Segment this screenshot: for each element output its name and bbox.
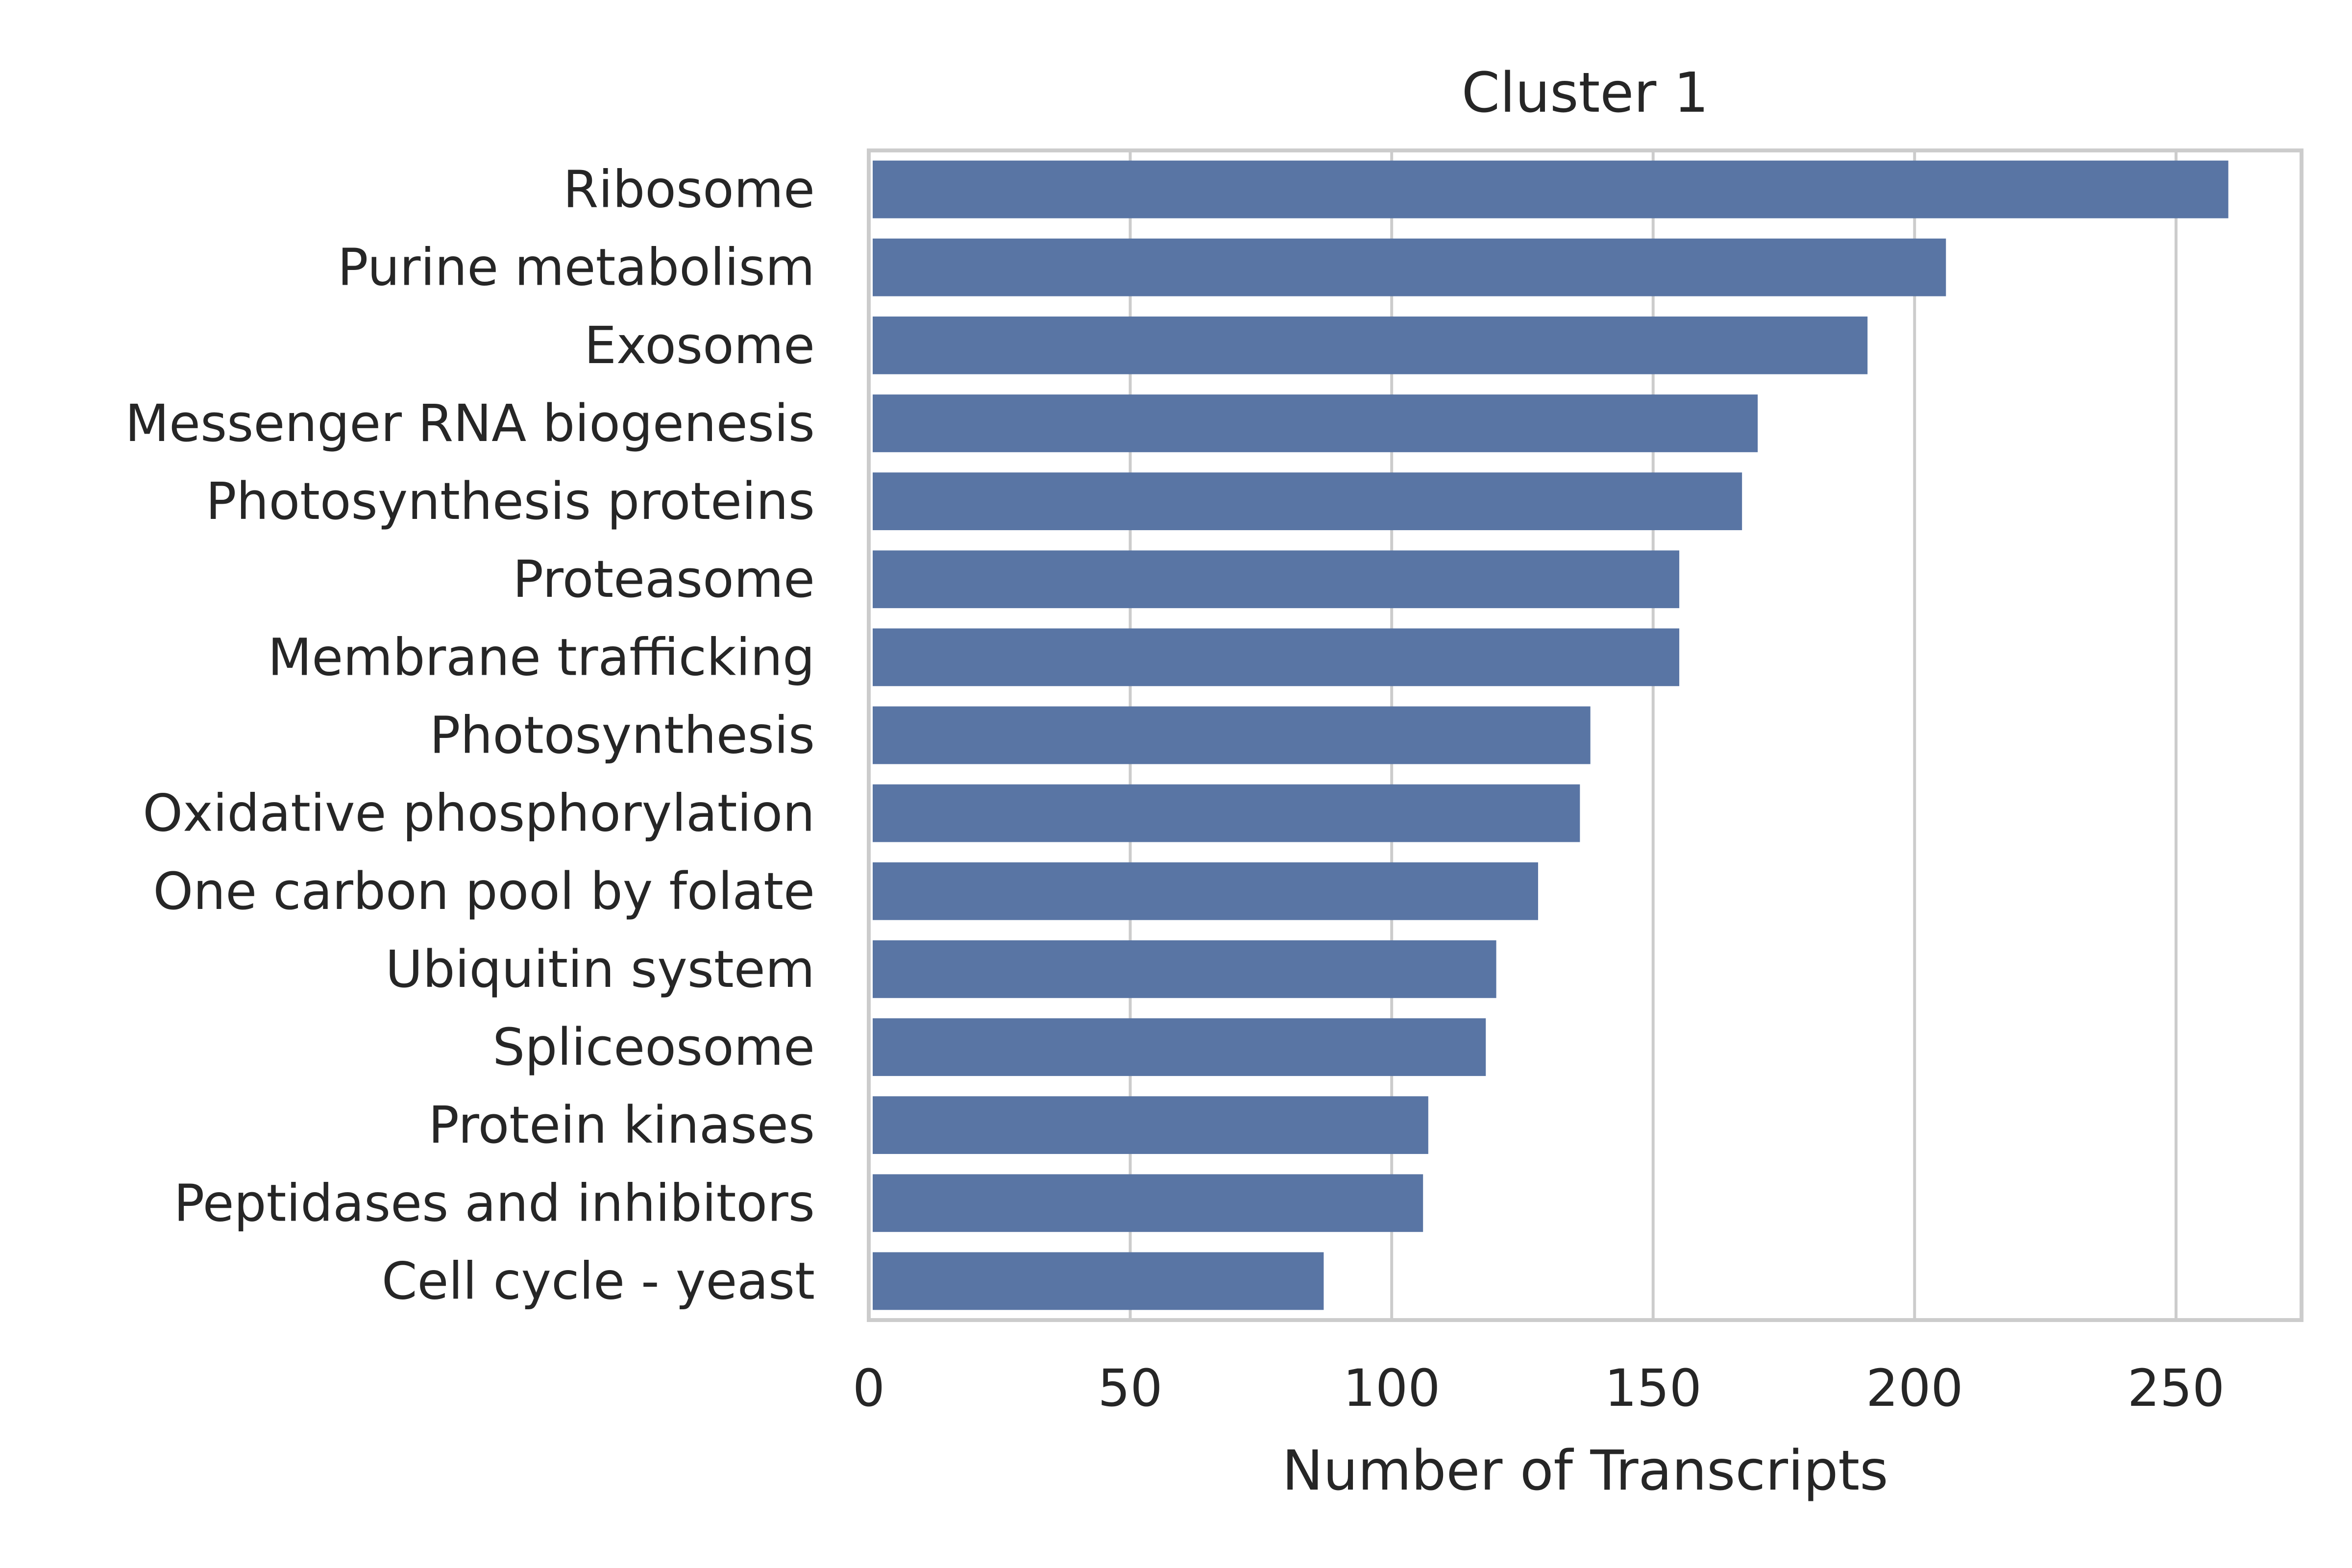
x-tick-label: 50 [1098,1358,1162,1418]
bar [873,1252,1324,1310]
bar [873,628,1680,686]
bar [873,238,1946,296]
category-label: Ubiquitin system [386,939,815,999]
x-tick-label: 0 [853,1358,885,1418]
bar [873,1018,1486,1076]
category-label: Oxidative phosphorylation [143,784,815,843]
x-axis-label: Number of Transcripts [1282,1439,1888,1503]
x-tick-labels: 0 50 100 150 200 250 [853,1358,2225,1418]
category-label: Membrane trafficking [268,627,815,687]
category-label: Photosynthesis proteins [206,471,815,531]
bar [873,550,1680,609]
x-tick-label: 150 [1604,1358,1702,1418]
category-label: Cell cycle - yeast [382,1251,815,1311]
bar [873,316,1868,374]
category-label: One carbon pool by folate [153,861,815,921]
bar [873,1096,1428,1154]
bar [873,940,1496,998]
category-label: Photosynthesis [430,706,815,765]
category-label: Ribosome [563,160,815,220]
x-tick-label: 250 [2128,1358,2225,1418]
category-labels: Ribosome Purine metabolism Exosome Messenge… [125,160,815,1311]
bar [873,160,2229,219]
chart-title: Cluster 1 [1462,61,1709,125]
category-label: Messenger RNA biogenesis [125,393,815,453]
category-label: Spliceosome [492,1017,815,1077]
plot-frame [867,148,2303,1322]
bar [873,394,1758,452]
category-label: Protein kinases [428,1095,815,1155]
category-label: Purine metabolism [338,238,815,297]
x-tick-label: 200 [1866,1358,1963,1418]
category-label: Peptidases and inhibitors [174,1173,815,1233]
bar [873,706,1591,764]
bar [873,1174,1423,1232]
x-tick-label: 100 [1343,1358,1441,1418]
category-label: Exosome [584,316,815,375]
bar [873,784,1580,842]
category-label: Proteasome [513,549,815,609]
bar [873,472,1742,530]
bar [873,862,1538,920]
bars [873,160,2229,1310]
